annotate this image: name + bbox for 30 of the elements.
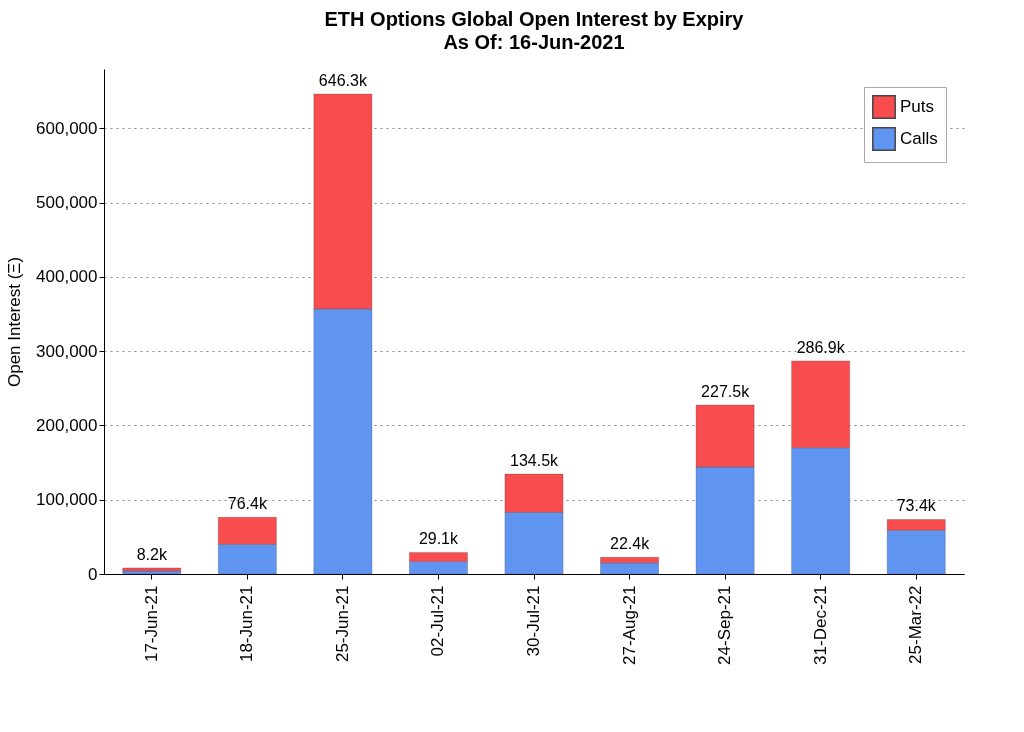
- legend-label: Calls: [900, 129, 938, 148]
- total-label: 22.4k: [609, 535, 651, 553]
- y-tick-label: 100,000: [36, 490, 98, 510]
- x-tick-label: 24-Sep-21: [715, 585, 735, 665]
- y-tick-label: 400,000: [36, 267, 98, 287]
- chart-subtitle: As Of: 16-Jun-2021: [443, 31, 625, 53]
- x-tick-label: 27-Aug-21: [619, 585, 639, 665]
- x-tick-label: 02-Jul-21: [428, 585, 448, 657]
- y-axis-title: Open Interest (Ξ): [5, 256, 25, 388]
- total-label: 134.5k: [509, 452, 560, 470]
- total-label: 73.4k: [896, 497, 937, 515]
- x-tick-label: 25-Jun-21: [332, 585, 352, 663]
- total-label: 286.9k: [796, 338, 846, 356]
- x-tick-label: 25-Mar-22: [906, 585, 926, 664]
- x-tick-label: 31-Dec-21: [810, 585, 830, 665]
- legend-label: Puts: [900, 97, 935, 116]
- total-label: 29.1k: [418, 530, 460, 548]
- total-label: 76.4k: [227, 495, 268, 513]
- chart-title: ETH Options Global Open Interest by Expiry: [324, 8, 745, 30]
- x-tick-label: 18-Jun-21: [237, 585, 257, 663]
- x-tick-label: 30-Jul-21: [524, 585, 543, 657]
- total-label: 227.5k: [701, 383, 751, 401]
- y-tick-label: 200,000: [36, 415, 98, 435]
- y-tick-label: 0: [88, 564, 98, 584]
- x-tick-label: 17-Jun-21: [141, 585, 161, 663]
- y-tick-label: 600,000: [36, 118, 98, 138]
- y-tick-label: 500,000: [36, 193, 98, 213]
- total-label: 646.3k: [318, 72, 368, 90]
- total-label: 8.2k: [136, 545, 168, 563]
- y-tick-label: 300,000: [36, 341, 98, 361]
